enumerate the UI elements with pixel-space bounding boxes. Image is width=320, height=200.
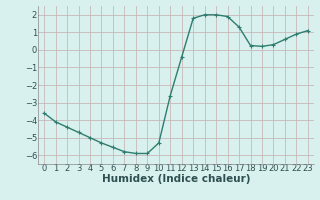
X-axis label: Humidex (Indice chaleur): Humidex (Indice chaleur)	[102, 174, 250, 184]
